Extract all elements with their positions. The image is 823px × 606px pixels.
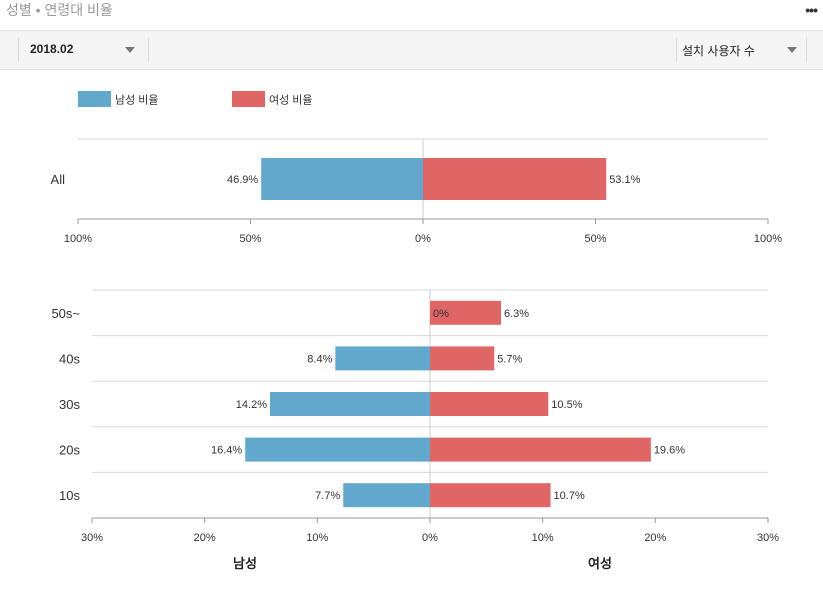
x-tick-label: 100% [754, 233, 782, 245]
x-tick-label: 10% [532, 532, 554, 544]
x-tick-label: 0% [415, 233, 431, 245]
chevron-down-icon [787, 47, 797, 53]
filter-toolbar: 2018.02 설치 사용자 수 [0, 30, 823, 70]
data-label-female: 5.7% [497, 353, 522, 365]
female-side-label: 여성 [588, 556, 612, 571]
data-label-male: 8.4% [307, 353, 332, 365]
data-label-male: 16.4% [211, 445, 242, 457]
legend-label: 여성 비율 [269, 94, 313, 107]
x-tick-label: 100% [64, 233, 92, 245]
legend-label: 남성 비율 [115, 94, 159, 107]
metric-dropdown-value: 설치 사용자 수 [682, 44, 755, 58]
bar-male [261, 158, 423, 200]
x-tick-label: 30% [81, 532, 103, 544]
bar-female [430, 483, 551, 508]
category-label: 20s [59, 443, 80, 458]
data-label-female: 10.5% [551, 399, 582, 411]
category-label: All [51, 172, 66, 187]
bar-male [343, 483, 430, 508]
legend-swatch [78, 91, 111, 107]
category-label: 50s~ [51, 306, 80, 321]
category-label: 30s [59, 397, 80, 412]
x-tick-label: 50% [584, 233, 606, 245]
bar-female [430, 300, 501, 325]
category-label: 10s [59, 488, 80, 503]
x-tick-label: 10% [306, 532, 328, 544]
toolbar-divider [676, 38, 677, 62]
bar-male [270, 392, 430, 416]
data-label-female: 6.3% [504, 308, 529, 320]
toolbar-divider [148, 38, 149, 62]
legend-swatch [232, 91, 265, 107]
data-label-female: 53.1% [609, 174, 640, 186]
data-label-female: 19.6% [654, 445, 685, 457]
toolbar-divider [18, 38, 19, 62]
bar-female [430, 392, 549, 416]
bar-female [430, 346, 495, 371]
period-dropdown-value: 2018.02 [30, 42, 74, 56]
page-title: 성별 • 연령대 비율 [6, 2, 113, 18]
data-label-male: 46.9% [227, 174, 258, 186]
toolbar-divider [806, 38, 807, 62]
x-tick-label: 30% [757, 532, 779, 544]
data-label-male: 0% [433, 308, 449, 320]
data-label-male: 7.7% [315, 490, 340, 502]
bar-male [335, 346, 430, 371]
category-label: 40s [59, 351, 80, 366]
x-tick-label: 20% [194, 532, 216, 544]
bar-male [245, 437, 430, 462]
more-options-icon[interactable]: ••• [805, 2, 818, 18]
male-side-label: 남성 [233, 556, 257, 571]
bar-female [430, 437, 651, 462]
x-tick-label: 0% [422, 532, 438, 544]
x-tick-label: 20% [644, 532, 666, 544]
data-label-female: 10.7% [554, 490, 585, 502]
bar-female [423, 158, 607, 200]
x-tick-label: 50% [239, 233, 261, 245]
data-label-male: 14.2% [236, 399, 267, 411]
chevron-down-icon [125, 47, 135, 53]
